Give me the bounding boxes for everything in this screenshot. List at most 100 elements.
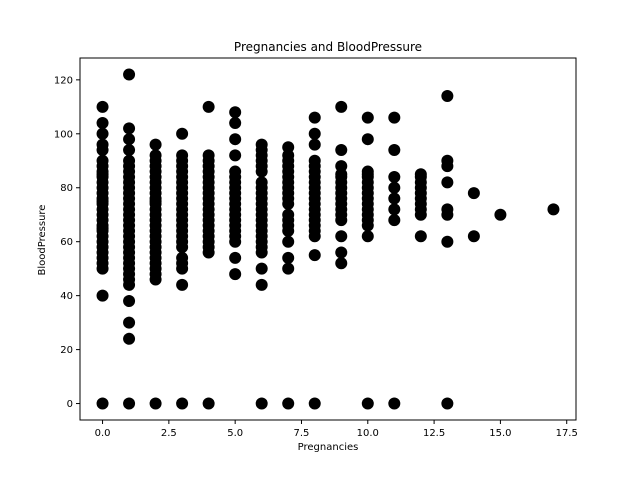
data-point	[441, 154, 454, 167]
y-tick-label: 40	[60, 291, 73, 302]
data-point	[388, 214, 401, 227]
data-point	[176, 251, 189, 264]
data-point	[255, 278, 268, 291]
data-point	[123, 143, 136, 156]
data-point	[149, 149, 162, 162]
data-point	[255, 262, 268, 275]
data-point	[229, 268, 242, 281]
x-axis-label: Pregnancies	[298, 442, 359, 453]
data-point	[123, 316, 136, 329]
data-point	[123, 68, 136, 81]
data-point	[388, 143, 401, 156]
y-tick-label: 60	[60, 237, 73, 248]
data-point	[282, 235, 295, 248]
data-point	[202, 397, 215, 410]
data-point	[123, 154, 136, 167]
data-point	[441, 397, 454, 410]
data-point	[388, 181, 401, 194]
data-point	[388, 111, 401, 124]
data-point	[335, 143, 348, 156]
x-tick-label: 17.5	[556, 428, 578, 439]
data-point	[229, 165, 242, 178]
data-point	[96, 138, 109, 151]
data-point	[308, 397, 321, 410]
data-point	[96, 289, 109, 302]
data-point	[388, 397, 401, 410]
data-point	[96, 117, 109, 130]
y-tick-label: 100	[54, 129, 73, 140]
data-point	[202, 100, 215, 113]
data-point	[282, 397, 295, 410]
data-point	[308, 111, 321, 124]
data-point	[282, 262, 295, 275]
data-point	[335, 160, 348, 173]
data-point	[96, 127, 109, 140]
data-points	[96, 68, 560, 410]
data-point	[123, 133, 136, 146]
data-point	[149, 397, 162, 410]
x-tick-label: 7.5	[294, 428, 310, 439]
x-tick-label: 10.0	[357, 428, 379, 439]
data-point	[123, 295, 136, 308]
x-tick-label: 5.0	[227, 428, 243, 439]
data-point	[255, 397, 268, 410]
x-axis-ticks: 0.0 2.5 5.0 7.5 10.0 12.5 15.0 17.5	[95, 420, 578, 439]
data-point	[123, 332, 136, 345]
x-tick-label: 2.5	[161, 428, 177, 439]
data-point	[176, 149, 189, 162]
y-tick-label: 80	[60, 183, 73, 194]
data-point	[361, 133, 374, 146]
data-point	[335, 257, 348, 270]
data-point	[308, 249, 321, 262]
data-point	[388, 170, 401, 183]
data-point	[441, 235, 454, 248]
data-point	[282, 208, 295, 221]
data-point	[335, 100, 348, 113]
data-point	[361, 111, 374, 124]
chart-title: Pregnancies and BloodPressure	[234, 40, 422, 54]
data-point	[388, 192, 401, 205]
data-point	[361, 165, 374, 178]
data-point	[335, 246, 348, 259]
data-point	[149, 138, 162, 151]
x-tick-label: 12.5	[423, 428, 445, 439]
data-point	[467, 187, 480, 200]
data-point	[335, 230, 348, 243]
data-point	[229, 133, 242, 146]
data-point	[229, 251, 242, 264]
y-tick-label: 120	[54, 75, 73, 86]
plot-area-frame	[79, 57, 577, 421]
data-point	[229, 117, 242, 130]
data-point	[388, 203, 401, 216]
data-point	[441, 203, 454, 216]
data-point	[176, 397, 189, 410]
data-point	[494, 208, 507, 221]
y-axis-ticks: 0 20 40 60 80 100 120	[54, 75, 80, 410]
data-point	[96, 397, 109, 410]
data-point	[308, 154, 321, 167]
y-axis-label: BloodPressure	[37, 205, 48, 276]
data-point	[282, 141, 295, 154]
data-point	[361, 230, 374, 243]
data-point	[96, 100, 109, 113]
data-point	[441, 176, 454, 189]
data-point	[202, 149, 215, 162]
data-point	[229, 149, 242, 162]
data-point	[414, 168, 427, 181]
data-point	[547, 203, 560, 216]
data-point	[176, 278, 189, 291]
data-point	[308, 138, 321, 151]
data-point	[255, 176, 268, 189]
data-point	[123, 122, 136, 135]
y-tick-label: 20	[60, 345, 73, 356]
data-point	[96, 154, 109, 167]
data-point	[176, 127, 189, 140]
data-point	[467, 230, 480, 243]
data-point	[123, 397, 136, 410]
data-point	[229, 106, 242, 119]
data-point	[361, 397, 374, 410]
data-point	[255, 138, 268, 151]
y-tick-label: 0	[67, 399, 73, 410]
